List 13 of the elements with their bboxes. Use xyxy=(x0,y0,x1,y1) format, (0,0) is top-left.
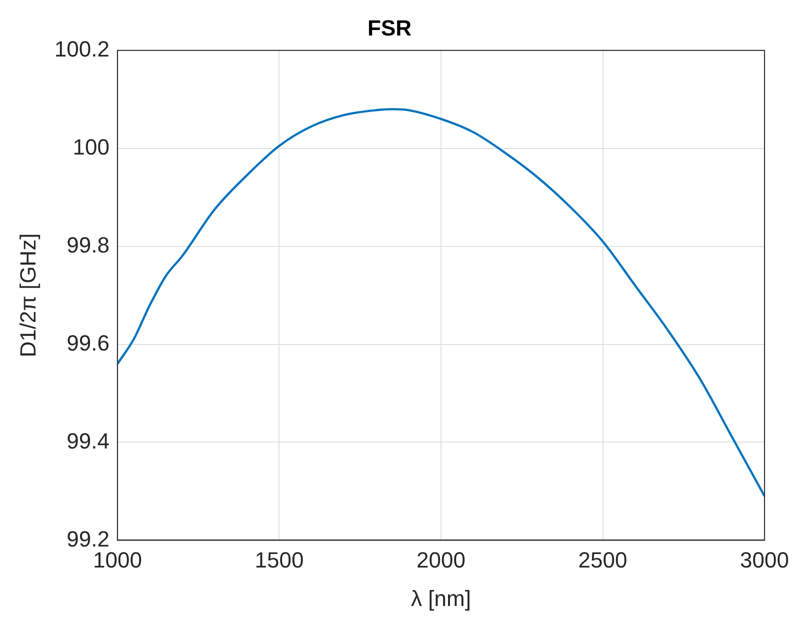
x-axis-title: λ [nm] xyxy=(411,586,471,611)
chart-title: FSR xyxy=(368,15,412,40)
y-axis-title: D1/2π [GHz] xyxy=(15,233,40,358)
x-tick-label: 2000 xyxy=(416,547,466,572)
y-tick-label: 99.6 xyxy=(66,330,110,356)
x-tick-label: 3000 xyxy=(740,547,790,572)
line-series xyxy=(117,108,765,498)
y-tick-label: 99.8 xyxy=(66,232,110,258)
y-tick-label: 100 xyxy=(72,134,110,160)
x-tick-label: 2500 xyxy=(578,547,628,572)
x-tick-label: 1500 xyxy=(254,547,304,572)
y-tick-label: 100.2 xyxy=(54,36,110,62)
y-tick-label: 99.4 xyxy=(66,428,110,454)
